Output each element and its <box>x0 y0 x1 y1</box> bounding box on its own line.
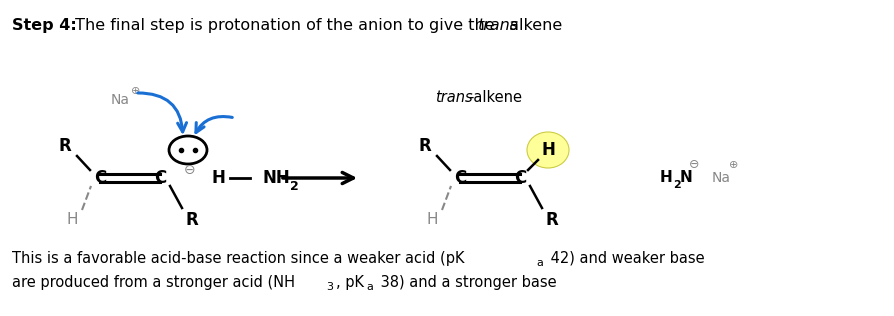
Text: R: R <box>418 137 432 155</box>
Text: C: C <box>94 169 106 187</box>
Text: H: H <box>426 212 438 228</box>
Text: R: R <box>186 211 198 229</box>
Text: 2: 2 <box>290 180 299 193</box>
Text: R: R <box>545 211 559 229</box>
Text: C: C <box>154 169 166 187</box>
Text: 2: 2 <box>673 180 680 190</box>
Text: R: R <box>59 137 72 155</box>
Text: N: N <box>680 171 693 185</box>
Text: a: a <box>536 258 543 268</box>
Ellipse shape <box>527 132 569 168</box>
Text: Na: Na <box>111 93 130 107</box>
Text: ⊖: ⊖ <box>688 159 699 172</box>
Text: , pK: , pK <box>336 275 364 289</box>
Text: 38) and a stronger base: 38) and a stronger base <box>376 275 557 289</box>
Text: ⊕: ⊕ <box>730 160 738 170</box>
Ellipse shape <box>169 136 207 164</box>
Text: H: H <box>211 169 225 187</box>
Text: ⊕: ⊕ <box>131 86 140 96</box>
Text: C: C <box>454 169 466 187</box>
Text: 42) and weaker base: 42) and weaker base <box>546 251 704 265</box>
Text: NH: NH <box>262 169 290 187</box>
Text: trans: trans <box>435 90 473 105</box>
Text: Na: Na <box>712 171 731 185</box>
Text: -alkene: -alkene <box>468 90 522 105</box>
Text: Step 4:: Step 4: <box>12 18 77 33</box>
Text: This is a favorable acid-base reaction since a weaker acid (pK: This is a favorable acid-base reaction s… <box>12 251 465 265</box>
Text: 3: 3 <box>326 282 333 292</box>
Text: a: a <box>366 282 373 292</box>
Text: C: C <box>514 169 527 187</box>
Text: H: H <box>66 212 78 228</box>
Text: alkene: alkene <box>504 18 562 33</box>
Text: are produced from a stronger acid (NH: are produced from a stronger acid (NH <box>12 275 295 289</box>
Text: H: H <box>541 141 555 159</box>
Text: H: H <box>660 171 673 185</box>
Text: ⊖: ⊖ <box>184 163 196 177</box>
Text: The final step is protonation of the anion to give the: The final step is protonation of the ani… <box>70 18 500 33</box>
Text: trans: trans <box>478 18 519 33</box>
